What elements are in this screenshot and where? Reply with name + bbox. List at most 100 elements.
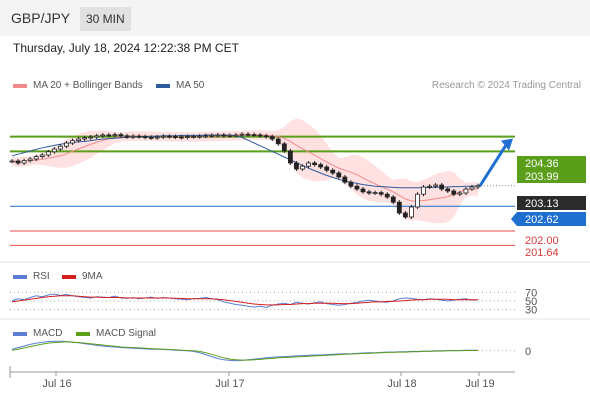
- ma50-label: MA 50: [176, 80, 205, 91]
- macd-signal-line: [11, 341, 478, 361]
- candle-body: [318, 164, 324, 168]
- legend-ma50: MA 50: [156, 80, 204, 91]
- candle-body: [203, 135, 209, 138]
- macd-level-label: 0: [525, 346, 531, 358]
- candle-body: [100, 134, 106, 137]
- candle-body: [39, 154, 45, 157]
- rsi-line: [11, 293, 479, 309]
- level-tag-label: 201.64: [525, 247, 559, 259]
- timeframe-button[interactable]: 30 MIN: [80, 7, 131, 31]
- level-tag-bg: [517, 156, 586, 170]
- candle-body: [70, 140, 75, 144]
- candle-body: [433, 184, 439, 187]
- candle-body: [160, 135, 166, 138]
- candle-body: [221, 134, 227, 137]
- x-tick-label: Jul 18: [387, 378, 416, 390]
- timestamp: Thursday, July 18, 2024 12:22:38 PM CET: [13, 41, 239, 55]
- candle-body: [64, 142, 69, 147]
- candle-body: [396, 201, 402, 214]
- candle-body: [384, 193, 390, 198]
- candle-body: [306, 162, 311, 167]
- candle-body: [245, 133, 251, 136]
- macd-signal-swatch: [76, 331, 90, 336]
- candle-body: [294, 162, 299, 170]
- ma9-swatch: [62, 274, 76, 279]
- candle-body: [409, 206, 414, 218]
- candle-body: [445, 188, 451, 192]
- candle-body: [82, 137, 88, 140]
- ma50-line: [11, 134, 479, 189]
- rsi-level-label: 30: [525, 305, 537, 317]
- forecast-arrow-line: [478, 142, 509, 187]
- candle-body: [179, 136, 184, 139]
- candle-body: [336, 172, 342, 178]
- candle-body: [439, 184, 445, 190]
- legend-macd-signal: MACD Signal: [76, 328, 156, 339]
- bollinger-label: MA 20 + Bollinger Bands: [33, 80, 143, 91]
- candle-body: [348, 181, 354, 187]
- macd-signal-label: MACD Signal: [96, 328, 157, 339]
- candle-body: [287, 150, 293, 164]
- candle-body: [281, 143, 287, 152]
- candle-body: [209, 134, 215, 137]
- forecast-arrowhead: [501, 138, 513, 151]
- candle-body: [124, 135, 130, 138]
- bollinger-band-area: [12, 118, 478, 224]
- candle-body: [45, 151, 51, 156]
- candle-body: [342, 176, 348, 183]
- macd-line: [11, 340, 478, 362]
- candle-body: [58, 145, 63, 150]
- legend-bollinger: MA 20 + Bollinger Bands: [13, 80, 143, 91]
- candle-body: [330, 169, 336, 174]
- candle-body: [112, 134, 118, 137]
- candle-body: [427, 185, 432, 188]
- candle-body: [300, 165, 305, 170]
- candle-body: [263, 135, 269, 138]
- candle-body: [372, 192, 378, 195]
- candle-body: [166, 135, 172, 138]
- legend-rsi: RSI: [13, 271, 50, 282]
- candle-body: [27, 158, 33, 162]
- level-tag-bg: [517, 169, 586, 183]
- level-tag-label: 203.13: [525, 198, 559, 210]
- x-tick-label: Jul 17: [215, 378, 244, 390]
- symbol-label: GBP/JPY: [11, 10, 71, 26]
- x-tick-label: Jul 19: [465, 378, 494, 390]
- candle-body: [130, 135, 136, 138]
- candle-body: [136, 135, 142, 138]
- candle-body: [312, 162, 317, 165]
- candle-body: [475, 185, 481, 188]
- candle-body: [451, 190, 457, 195]
- ma9-label: 9MA: [82, 271, 103, 282]
- rsi-label: RSI: [33, 271, 50, 282]
- candle-body: [185, 136, 190, 139]
- rsi-swatch: [13, 274, 27, 279]
- rsi-level-label: 70: [525, 287, 537, 299]
- candle-body: [275, 138, 281, 145]
- ma20-line: [11, 134, 479, 202]
- rsi-level-label: 50: [525, 296, 537, 308]
- header-bar: GBP/JPY 30 MIN: [0, 0, 590, 36]
- candle-body: [390, 196, 396, 203]
- candle-body: [142, 136, 148, 139]
- candle-body: [88, 136, 94, 139]
- candle-body: [457, 192, 463, 195]
- candle-body: [106, 134, 112, 137]
- candle-body: [197, 135, 203, 138]
- candle-body: [215, 134, 221, 137]
- candle-body: [173, 136, 178, 139]
- candle-body: [421, 186, 426, 195]
- candle-body: [378, 192, 384, 195]
- candle-body: [227, 134, 233, 137]
- candle-body: [191, 136, 196, 139]
- candle-body: [415, 193, 420, 208]
- candle-body: [469, 186, 475, 190]
- level-tag-bg: [511, 212, 586, 226]
- candle-body: [76, 138, 81, 142]
- legend-macd: MACD: [13, 328, 62, 339]
- candle-body: [9, 160, 15, 163]
- candle-body: [233, 134, 239, 137]
- candle-body: [366, 191, 372, 194]
- legend-9ma: 9MA: [62, 271, 103, 282]
